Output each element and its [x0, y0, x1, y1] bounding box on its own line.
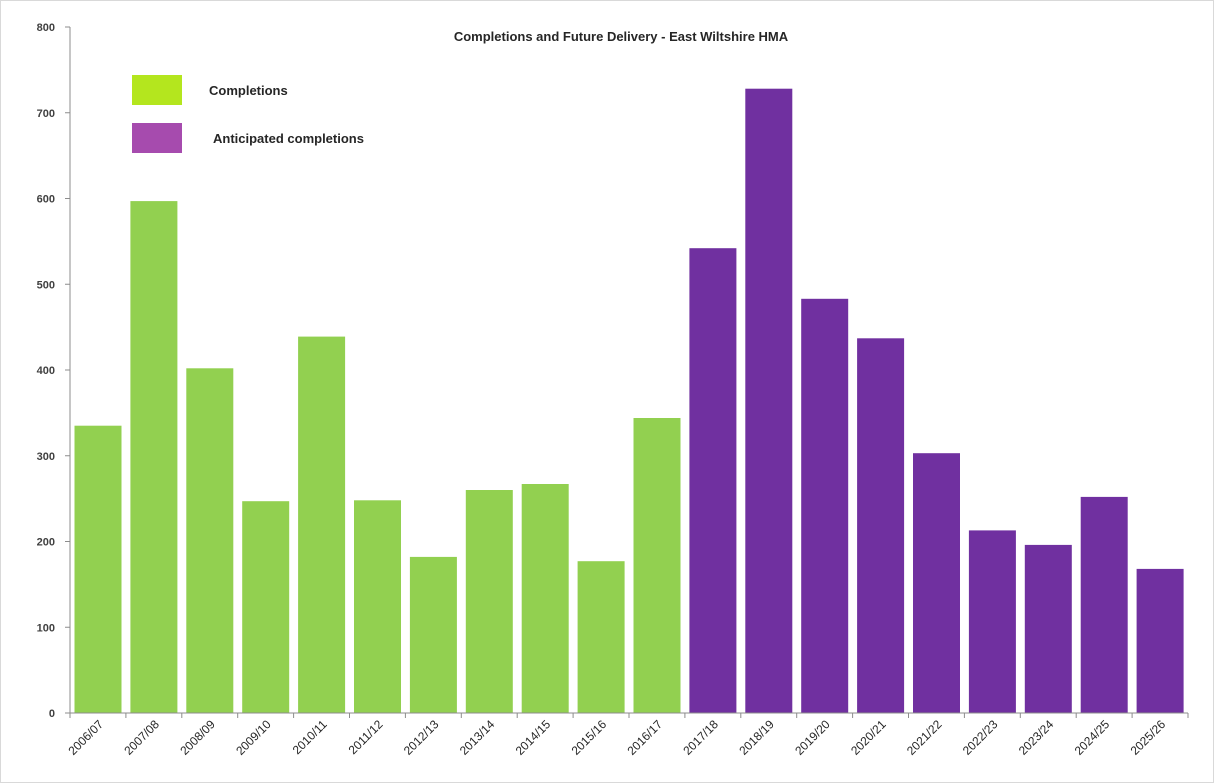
- y-tick-label: 0: [49, 708, 55, 720]
- bars: [74, 88, 1184, 713]
- y-tick-label: 400: [37, 365, 55, 377]
- bar-completions-2009-10: [242, 501, 290, 713]
- x-tick-label: 2016/17: [624, 717, 665, 758]
- x-tick-label: 2017/18: [680, 717, 721, 758]
- y-axis: 0 100 200 300 400 500 600 700 800: [37, 22, 71, 720]
- x-tick-label: 2011/12: [346, 717, 386, 757]
- chart-title: Completions and Future Delivery - East W…: [454, 29, 789, 44]
- x-tick-label: 2006/07: [65, 717, 106, 758]
- bar-completions-2014-15: [521, 484, 569, 713]
- bar-anticipated-completions-2022-23: [968, 530, 1016, 713]
- bar-anticipated-completions-2023-24: [1024, 544, 1072, 713]
- bar-completions-2012-13: [409, 556, 457, 713]
- x-axis: 2006/07 2007/08 2008/09 2009/10 2010/11 2011/…: [65, 712, 1189, 758]
- bar-completions-2010-11: [298, 336, 346, 713]
- x-tick-label: 2025/26: [1128, 717, 1169, 758]
- x-tick-label: 2012/13: [401, 717, 442, 758]
- y-tick-label: 800: [37, 22, 55, 34]
- y-tick-label: 300: [37, 451, 55, 463]
- x-tick-label: 2014/15: [513, 717, 554, 758]
- bar-completions-2007-08: [130, 201, 178, 713]
- legend-swatch-anticipated-completions: [132, 123, 182, 153]
- bar-completions-2011-12: [354, 500, 401, 713]
- bar-anticipated-completions-2025-26: [1136, 568, 1184, 713]
- y-tick-label: 200: [37, 537, 55, 549]
- x-tick-label: 2009/10: [233, 717, 274, 758]
- x-tick-label: 2007/08: [121, 717, 162, 758]
- x-tick-label: 2020/21: [848, 717, 889, 758]
- x-tick-label: 2022/23: [960, 717, 1001, 758]
- x-tick-label: 2019/20: [792, 717, 833, 758]
- y-tick-label: 600: [37, 194, 55, 206]
- bar-anticipated-completions-2019-20: [801, 298, 849, 713]
- x-tick-label: 2023/24: [1016, 717, 1057, 758]
- x-tick-label: 2008/09: [177, 717, 218, 758]
- x-tick-label: 2021/22: [904, 717, 945, 758]
- bar-anticipated-completions-2020-21: [857, 338, 905, 713]
- legend-label-anticipated-completions: Anticipated completions: [213, 131, 364, 146]
- legend-label-completions: Completions: [209, 83, 288, 98]
- y-tick-label: 700: [37, 108, 55, 120]
- x-tick-label: 2013/14: [457, 717, 498, 758]
- bar-completions-2015-16: [577, 561, 625, 713]
- bar-anticipated-completions-2021-22: [913, 453, 960, 713]
- bar-anticipated-completions-2024-25: [1080, 496, 1128, 713]
- bar-completions-2016-17: [633, 418, 681, 713]
- y-tick-label: 500: [37, 279, 55, 291]
- bar-completions-2013-14: [465, 490, 513, 713]
- legend: Completions Anticipated completions: [132, 75, 364, 153]
- bar-completions-2006-07: [74, 425, 122, 713]
- legend-swatch-completions: [132, 75, 182, 105]
- x-tick-label: 2024/25: [1072, 717, 1113, 758]
- x-tick-label: 2018/19: [736, 717, 777, 758]
- bar-anticipated-completions-2017-18: [689, 248, 737, 713]
- x-tick-label: 2010/11: [290, 717, 330, 757]
- bar-completions-2008-09: [186, 368, 234, 713]
- bar-anticipated-completions-2018-19: [745, 88, 793, 713]
- y-tick-label: 100: [37, 622, 55, 634]
- x-tick-label: 2015/16: [569, 717, 610, 758]
